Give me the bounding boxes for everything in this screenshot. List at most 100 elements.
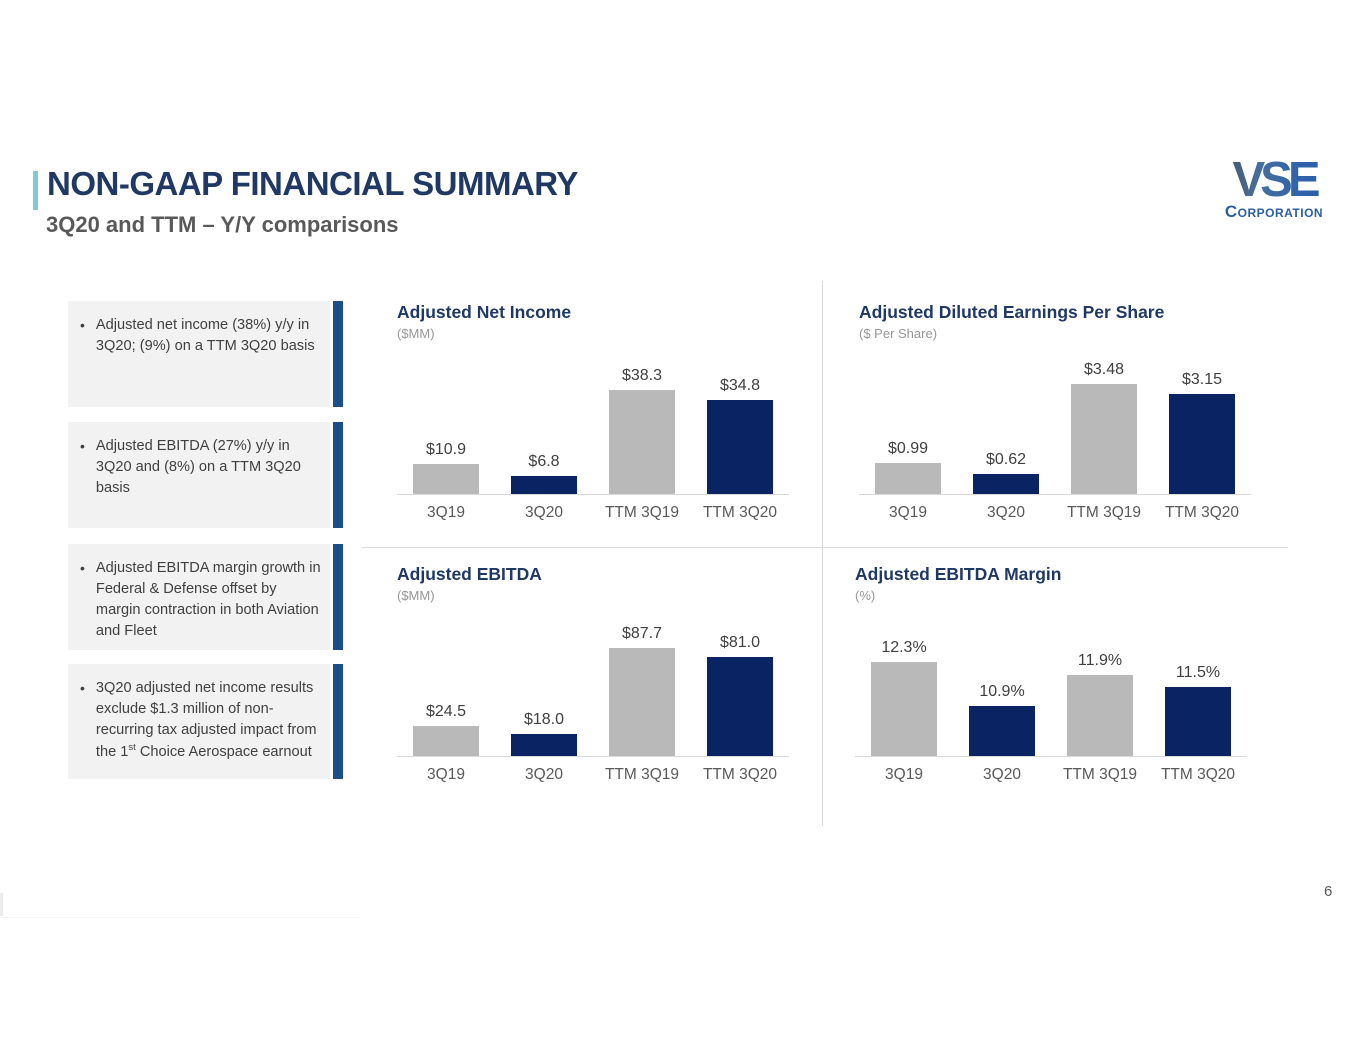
bar-3q19 (413, 464, 479, 494)
bar-3q20 (969, 706, 1035, 756)
chart-plot-area: $24.5 $18.0 $87.7 $81.0 (397, 604, 789, 757)
category-label: 3Q19 (427, 766, 465, 783)
corner-mark (0, 893, 3, 916)
bar-column: $3.48 (1055, 361, 1153, 494)
chart-title: Adjusted EBITDA Margin (855, 564, 1062, 584)
chart-category-axis: 3Q19 3Q20 TTM 3Q19 TTM 3Q20 (859, 495, 1251, 522)
category-label: 3Q20 (983, 766, 1021, 783)
bar-3q19 (413, 726, 479, 756)
bullet-text: 3Q20 adjusted net income results exclude… (96, 678, 322, 771)
chart-plot-area: $10.9 $6.8 $38.3 $34.8 (397, 342, 789, 495)
category-label: TTM 3Q19 (1066, 504, 1142, 521)
bullet-dot: • (80, 680, 85, 696)
bar-value-label: 11.9% (1077, 652, 1123, 669)
chart-adjusted-ebitda-margin: Adjusted EBITDA Margin (%) 12.3% 10.9% 11.… (855, 562, 1255, 784)
ordinal-superscript: st (128, 742, 136, 754)
chart-unit-label: ($MM) (397, 588, 435, 603)
chart-category-axis: 3Q19 3Q20 TTM 3Q19 TTM 3Q20 (855, 757, 1247, 784)
category-label: TTM 3Q19 (1062, 766, 1138, 783)
bar-ttm-3q19 (609, 648, 675, 756)
bullet-box-net-income: • Adjusted net income (38%) y/y in 3Q20;… (68, 301, 345, 407)
bar-ttm-3q20 (1169, 394, 1235, 494)
category-label: TTM 3Q20 (1160, 766, 1236, 783)
bullet-box-accent-bar (333, 664, 343, 779)
chart-adjusted-net-income: Adjusted Net Income ($MM) $10.9 $6.8 $38.3… (397, 300, 797, 522)
chart-title: Adjusted Diluted Earnings Per Share (859, 302, 1165, 322)
bar-value-label: $0.99 (887, 440, 929, 457)
bullet-dot: • (80, 317, 85, 333)
page-number: 6 (1324, 883, 1333, 900)
bar-column: $24.5 (397, 703, 495, 756)
category-label: TTM 3Q20 (702, 766, 778, 783)
bar-column: 10.9% (953, 683, 1051, 756)
faint-footer-line (0, 917, 360, 918)
bar-column: $0.99 (859, 440, 957, 494)
bar-3q19 (875, 463, 941, 494)
bar-value-label: $3.48 (1083, 361, 1125, 378)
chart-plot-area: $0.99 $0.62 $3.48 $3.15 (859, 342, 1251, 495)
chart-title: Adjusted EBITDA (397, 564, 542, 584)
bar-ttm-3q20 (1165, 687, 1231, 756)
logo-corporation-text: Corporation (1224, 202, 1324, 221)
bar-value-label: 12.3% (881, 639, 927, 656)
bar-value-label: $3.15 (1181, 371, 1223, 388)
bar-value-label: $34.8 (719, 377, 761, 394)
bar-3q19 (871, 662, 937, 756)
bullet-dot: • (80, 438, 85, 454)
category-label: TTM 3Q19 (604, 766, 680, 783)
category-label: 3Q19 (885, 766, 923, 783)
bullet-box-background: • Adjusted EBITDA margin growth in Feder… (68, 544, 330, 650)
bar-value-label: $24.5 (425, 703, 467, 720)
vertical-divider (822, 281, 823, 826)
logo-vse-text: VSE (1205, 156, 1343, 205)
bar-column: 12.3% (855, 639, 953, 756)
bar-ttm-3q19 (1067, 675, 1133, 756)
chart-title: Adjusted Net Income (397, 302, 572, 322)
bar-value-label: $81.0 (719, 634, 761, 651)
bullet-text: Adjusted EBITDA margin growth in Federal… (95, 560, 321, 640)
category-label: 3Q20 (987, 504, 1025, 521)
bar-value-label: $6.8 (528, 453, 560, 470)
bullet-box-margin: • Adjusted EBITDA margin growth in Feder… (68, 544, 345, 650)
bar-ttm-3q19 (1071, 384, 1137, 494)
bar-column: $81.0 (691, 634, 789, 756)
bullet-box-background: • Adjusted EBITDA (27%) y/y in 3Q20 and … (68, 422, 330, 528)
bar-3q20 (973, 474, 1039, 494)
chart-adjusted-diluted-eps: Adjusted Diluted Earnings Per Share ($ P… (859, 300, 1259, 522)
bullet-dot: • (80, 560, 85, 576)
bullet-text: Adjusted net income (38%) y/y in 3Q20; (… (95, 317, 315, 355)
bar-column: $10.9 (397, 441, 495, 494)
bar-column: $34.8 (691, 377, 789, 494)
chart-plot-area: 12.3% 10.9% 11.9% 11.5% (855, 604, 1247, 757)
bullet-text: Adjusted EBITDA (27%) y/y in 3Q20 and (8… (95, 438, 301, 497)
bullet-text-part: Choice Aerospace earnout (135, 744, 312, 761)
bullet-box-background: • Adjusted net income (38%) y/y in 3Q20;… (68, 301, 330, 407)
bar-3q20 (511, 734, 577, 756)
bullet-text-part: 3Q20 adjusted net income results exclude… (95, 680, 317, 761)
bullet-box-tax-impact: • 3Q20 adjusted net income results exclu… (68, 664, 345, 779)
bar-column: $3.15 (1153, 371, 1251, 494)
chart-unit-label: ($ Per Share) (859, 326, 938, 341)
bar-column: $6.8 (495, 453, 593, 494)
category-label: TTM 3Q19 (604, 504, 680, 521)
bar-value-label: $18.0 (523, 711, 565, 728)
bullet-box-background: • 3Q20 adjusted net income results exclu… (68, 664, 330, 779)
bar-column: $87.7 (593, 625, 691, 756)
bullet-box-accent-bar (333, 544, 343, 650)
category-label: 3Q20 (525, 504, 563, 521)
bullet-box-accent-bar (333, 301, 343, 407)
bullet-box-accent-bar (333, 422, 343, 528)
category-label: TTM 3Q20 (702, 504, 778, 521)
title-accent-bar (33, 171, 38, 210)
bar-column: 11.9% (1051, 652, 1149, 756)
bar-column: 11.5% (1149, 664, 1247, 756)
bar-value-label: $87.7 (621, 625, 663, 642)
company-logo: VSE Corporation (1205, 156, 1343, 221)
bar-column: $18.0 (495, 711, 593, 756)
bar-value-label: $10.9 (425, 441, 467, 458)
chart-unit-label: (%) (855, 588, 876, 603)
bar-ttm-3q19 (609, 390, 675, 494)
page-subtitle: 3Q20 and TTM – Y/Y comparisons (46, 212, 399, 237)
bar-value-label: 10.9% (979, 683, 1025, 700)
